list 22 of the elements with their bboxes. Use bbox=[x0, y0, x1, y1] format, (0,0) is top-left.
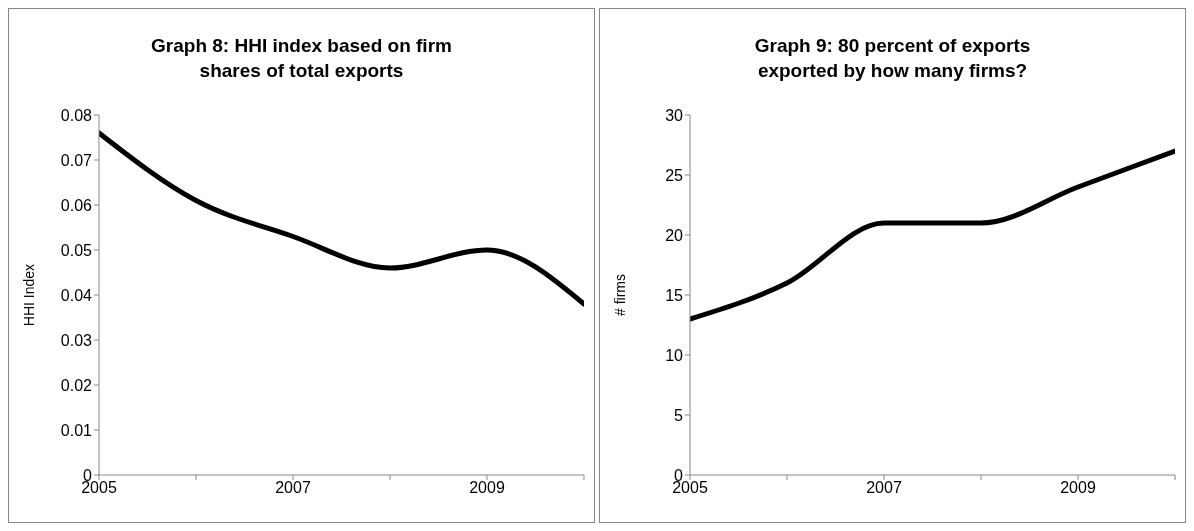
x-tick-label: 2007 bbox=[866, 479, 902, 497]
y-tick-label: 0.07 bbox=[60, 151, 93, 169]
y-tick-label: 0.06 bbox=[60, 196, 93, 214]
x-tick-label: 2007 bbox=[275, 479, 311, 497]
y-tick-label: 10 bbox=[665, 346, 684, 364]
y-tick-label: 0.03 bbox=[60, 331, 93, 349]
y-tick-label: 15 bbox=[665, 286, 684, 304]
y-tick-label: 5 bbox=[674, 406, 684, 424]
y-tick-label: 0.08 bbox=[60, 106, 93, 124]
y-axis-title: # firms bbox=[611, 274, 628, 316]
chart-title: Graph 9: 80 percent of exports exported by how many firms? bbox=[753, 34, 1032, 83]
y-tick-label: 0.01 bbox=[60, 421, 93, 439]
y-tick-label: 0.05 bbox=[60, 241, 93, 259]
y-tick-label: 0.04 bbox=[60, 286, 93, 304]
y-tick-label: 0.02 bbox=[60, 376, 93, 394]
chart-title: Graph 8: HHI index based on firm shares of total exports bbox=[150, 34, 453, 83]
y-tick-label: 25 bbox=[665, 166, 684, 184]
x-tick-label: 2009 bbox=[1060, 479, 1096, 497]
y-tick-label: 30 bbox=[665, 106, 684, 124]
y-tick-label: 20 bbox=[665, 226, 684, 244]
y-axis-title: HHI Index bbox=[20, 263, 37, 327]
x-tick-label: 2009 bbox=[469, 479, 505, 497]
